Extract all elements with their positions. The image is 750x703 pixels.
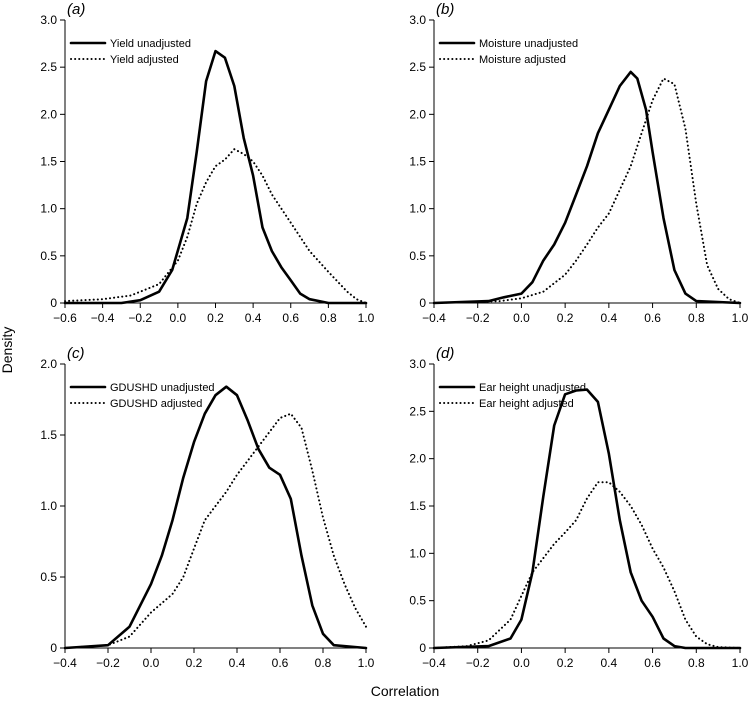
series-line-unadjusted: [63, 49, 368, 305]
legend-label: Moisture unadjusted: [479, 38, 578, 50]
panel-a: −0.6 −0.4 −0.2 0.0 0.2 0.4 0.6 0.8 1.0 0 0.5 1.0 1.5…: [40, 1, 374, 325]
x-tick-label: −0.2: [466, 311, 490, 325]
y-tick-label: 2.0: [409, 452, 426, 466]
series-line-adjusted: [64, 148, 367, 304]
legend: Yield unadjusted Yield adjusted: [69, 38, 191, 66]
x-tick-label: 0.4: [229, 656, 246, 670]
x-tick-label: 0.0: [513, 311, 530, 325]
panel-d: −0.4 −0.2 0.0 0.2 0.4 0.6 0.8 1.0 0 0.5 1.0 1.5 2.0 2…: [409, 345, 748, 670]
y-tick-label: 3.0: [409, 13, 426, 27]
x-tick-label: −0.4: [422, 311, 446, 325]
x-tick-label: 0.2: [207, 311, 224, 325]
x-tick-label: 0.4: [245, 311, 262, 325]
x-tick-label: 0.8: [688, 311, 705, 325]
x-tick-label: 1.0: [358, 656, 375, 670]
y-tick-label: 2.5: [409, 60, 426, 74]
y-tick-label: 2.0: [409, 107, 426, 121]
x-tick-label: 0.0: [513, 656, 530, 670]
y-tick-label: 0.5: [40, 570, 57, 584]
y-tick-label: 1.0: [409, 202, 426, 216]
y-tick-label: 1.5: [40, 428, 57, 442]
y-tick-label: 3.0: [409, 357, 426, 371]
series-line-unadjusted: [432, 70, 742, 305]
x-tick-label: −0.2: [466, 656, 490, 670]
x-tick-label: 1.0: [358, 311, 375, 325]
legend: GDUSHD unadjusted GDUSHD adjusted: [69, 382, 215, 410]
x-tick-label: 0.6: [282, 311, 299, 325]
x-tick-label: 0.0: [170, 311, 187, 325]
x-axis-title: Correlation: [371, 683, 439, 699]
x-tick-label: −0.4: [91, 311, 115, 325]
y-tick-label: 1.0: [40, 499, 57, 513]
y-tick-label: 1.0: [40, 202, 57, 216]
y-tick-label: 0.5: [409, 249, 426, 263]
x-tick-label: −0.4: [422, 656, 446, 670]
y-tick-label: 1.5: [40, 155, 57, 169]
y-tick-label: 1.0: [409, 546, 426, 560]
x-tick-label: 0.4: [601, 656, 618, 670]
series-line-adjusted: [64, 412, 367, 649]
y-tick-label: 3.0: [40, 13, 57, 27]
x-tick-label: 0.8: [688, 656, 705, 670]
y-tick-label: 0: [419, 641, 426, 655]
y-tick-label: 0: [419, 296, 426, 310]
y-tick-label: 0: [50, 641, 57, 655]
panel-b: −0.4 −0.2 0.0 0.2 0.4 0.6 0.8 1.0 0 0.5 1.0 1.5 2.0 2…: [409, 1, 748, 325]
panel-label-d: (d): [436, 345, 454, 362]
y-tick-label: 0.5: [409, 594, 426, 608]
legend-label: Ear height adjusted: [479, 398, 574, 410]
x-tick-label: −0.2: [96, 656, 120, 670]
panel-label-b: (b): [436, 1, 454, 18]
y-tick-label: 2.5: [409, 404, 426, 418]
series-line-unadjusted: [63, 385, 368, 650]
legend-label: GDUSHD unadjusted: [110, 382, 215, 394]
x-tick-label: −0.4: [53, 656, 77, 670]
legend-label: GDUSHD adjusted: [110, 398, 202, 410]
x-tick-label: −0.6: [53, 311, 77, 325]
x-tick-label: 0.4: [601, 311, 618, 325]
series-line-adjusted: [433, 481, 741, 649]
legend-label: Yield unadjusted: [110, 38, 191, 50]
panels-group: −0.6 −0.4 −0.2 0.0 0.2 0.4 0.6 0.8 1.0 0 0.5 1.0 1.5…: [40, 1, 748, 670]
x-tick-label: 1.0: [732, 311, 749, 325]
x-tick-label: 0.2: [557, 311, 574, 325]
panel-c: −0.4 −0.2 0.0 0.2 0.4 0.6 0.8 1.0 0 0.5 1.0 1.5 2.0 (…: [40, 345, 374, 670]
y-tick-label: 2.0: [40, 357, 57, 371]
panel-label-c: (c): [67, 345, 85, 362]
x-tick-label: 0.6: [272, 656, 289, 670]
x-tick-label: 0.6: [644, 311, 661, 325]
x-tick-label: 0.2: [186, 656, 203, 670]
x-tick-label: 0.8: [315, 656, 332, 670]
y-tick-label: 1.5: [409, 499, 426, 513]
y-axis-title: Density: [0, 327, 15, 374]
legend: Ear height unadjusted Ear height adjusted: [438, 382, 586, 410]
x-tick-label: −0.2: [128, 311, 152, 325]
y-tick-label: 1.5: [409, 155, 426, 169]
y-tick-label: 2.5: [40, 60, 57, 74]
y-tick-label: 0.5: [40, 249, 57, 263]
x-tick-label: 0.2: [557, 656, 574, 670]
legend-label: Yield adjusted: [110, 54, 179, 66]
y-tick-label: 2.0: [40, 107, 57, 121]
x-tick-label: 1.0: [732, 656, 749, 670]
x-tick-label: 0.6: [644, 656, 661, 670]
series-line-adjusted: [433, 77, 741, 304]
y-tick-label: 0: [50, 296, 57, 310]
x-tick-label: 0.0: [143, 656, 160, 670]
x-tick-label: 0.8: [320, 311, 337, 325]
panel-label-a: (a): [67, 1, 85, 18]
legend: Moisture unadjusted Moisture adjusted: [438, 38, 578, 66]
series-line-unadjusted: [432, 388, 742, 650]
legend-label: Moisture adjusted: [479, 54, 566, 66]
legend-label: Ear height unadjusted: [479, 382, 586, 394]
